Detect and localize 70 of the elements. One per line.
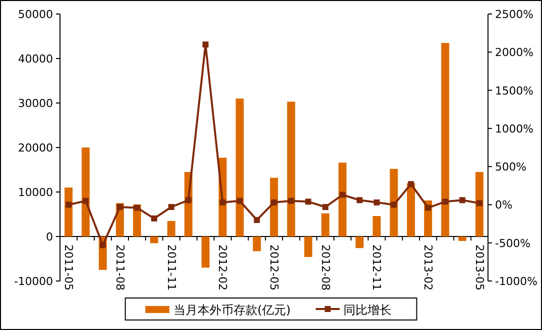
bar bbox=[356, 236, 364, 248]
y-tick-label: 10000 bbox=[18, 186, 53, 199]
x-tick-label: 2013-05 bbox=[472, 244, 486, 290]
point bbox=[116, 204, 123, 210]
bar bbox=[82, 148, 90, 236]
bar bbox=[441, 42, 450, 236]
y2-tick-label: 1500% bbox=[495, 84, 534, 98]
point bbox=[168, 204, 174, 210]
point bbox=[390, 202, 397, 208]
bar bbox=[458, 236, 466, 241]
bar bbox=[475, 172, 484, 236]
x-tick-label: 2012-05 bbox=[268, 244, 280, 290]
bar bbox=[390, 168, 398, 236]
y2-tick-label: -500% bbox=[495, 236, 530, 250]
point bbox=[356, 197, 363, 204]
point bbox=[151, 215, 158, 222]
bar bbox=[372, 216, 381, 236]
bar bbox=[321, 213, 330, 236]
point bbox=[408, 181, 414, 188]
point bbox=[100, 242, 106, 248]
bar bbox=[150, 236, 158, 244]
point bbox=[339, 192, 346, 198]
point bbox=[476, 200, 482, 206]
point bbox=[185, 197, 192, 204]
point bbox=[425, 204, 432, 211]
x-tick-label: 2012-11 bbox=[370, 244, 384, 290]
x-tick-label: 2011-08 bbox=[113, 244, 126, 290]
y2-tick-label: 1000% bbox=[495, 122, 534, 136]
point bbox=[305, 198, 312, 205]
y-tick-label: 40000 bbox=[18, 52, 53, 66]
bar bbox=[287, 102, 296, 236]
x-tick-label: 2012-08 bbox=[318, 244, 332, 290]
bar bbox=[304, 236, 312, 257]
y2-tick-label: -1000% bbox=[495, 275, 538, 288]
bar bbox=[270, 178, 278, 236]
bar bbox=[406, 183, 415, 236]
y-tick-label: -10000 bbox=[14, 275, 53, 288]
point bbox=[459, 197, 466, 204]
point bbox=[202, 42, 209, 48]
y2-tick-label: 500% bbox=[495, 160, 526, 174]
y-tick-label: 30000 bbox=[18, 97, 53, 110]
point bbox=[220, 199, 226, 206]
bar bbox=[202, 236, 210, 268]
x-tick-label: 2012-02 bbox=[216, 244, 230, 290]
point bbox=[134, 204, 140, 211]
bar bbox=[338, 162, 346, 236]
point bbox=[322, 204, 328, 210]
point bbox=[254, 216, 260, 223]
y-tick-label: 20000 bbox=[18, 142, 53, 154]
y2-tick-label: 2500% bbox=[495, 8, 534, 21]
legend-label: 当月本外币存款(亿元) bbox=[173, 303, 291, 317]
point bbox=[288, 198, 294, 204]
legend-label: 同比增长 bbox=[344, 303, 392, 317]
point bbox=[66, 202, 72, 208]
y-tick-label: 0 bbox=[46, 230, 53, 244]
y-tick-label: 50000 bbox=[18, 8, 53, 21]
x-tick-label: 2011-05 bbox=[62, 244, 76, 290]
bar bbox=[236, 98, 244, 236]
x-tick-label: 2011-11 bbox=[164, 244, 178, 290]
y2-tick-label: 0% bbox=[495, 198, 512, 212]
point bbox=[374, 199, 380, 206]
bar bbox=[64, 188, 73, 236]
y2-tick-label: 2000% bbox=[495, 46, 534, 60]
point bbox=[271, 199, 277, 206]
point bbox=[236, 198, 243, 204]
point bbox=[442, 198, 448, 205]
bar bbox=[252, 236, 261, 252]
point bbox=[82, 198, 89, 204]
x-tick-label: 2013-02 bbox=[422, 244, 435, 290]
bar bbox=[167, 220, 176, 236]
